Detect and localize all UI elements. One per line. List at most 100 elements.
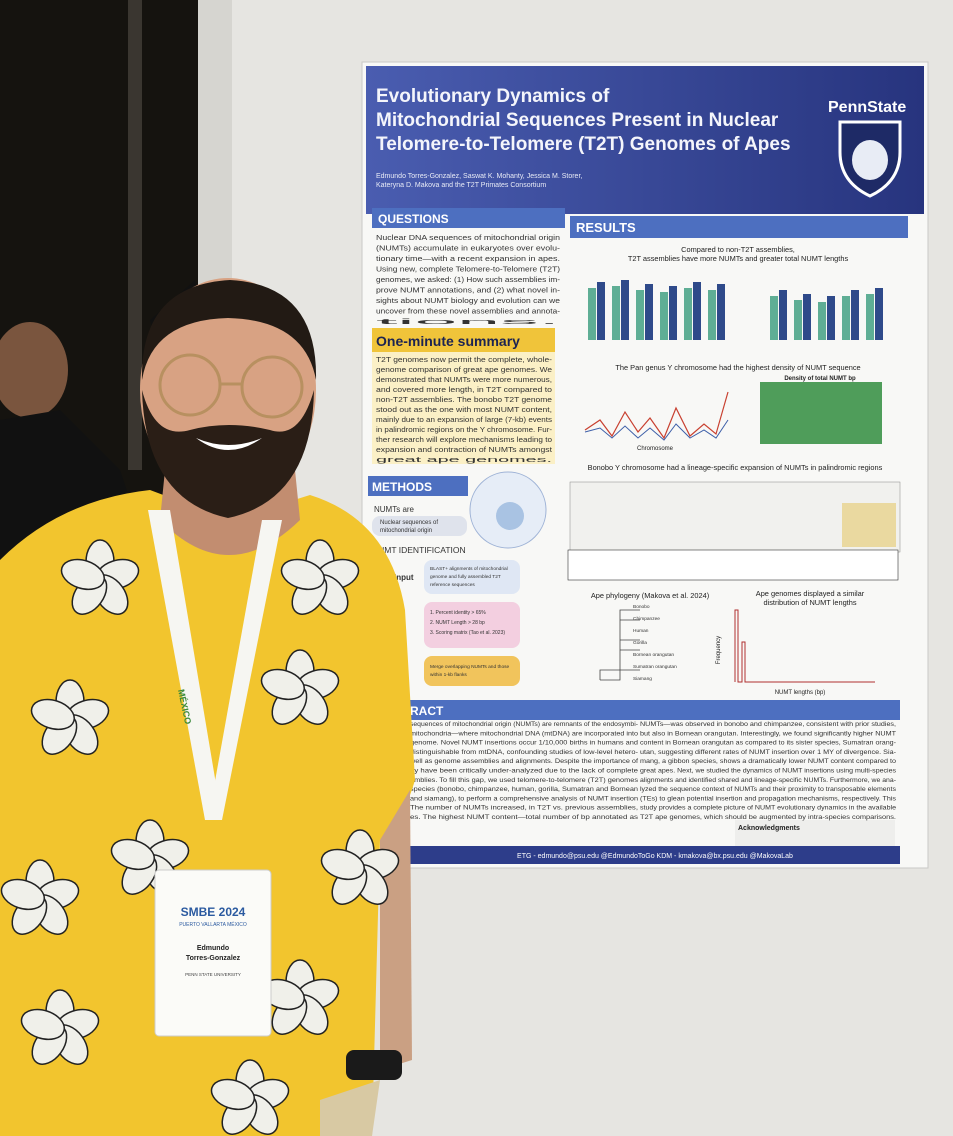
body-text: mainly due to an expansion of large (7-k… [376, 415, 552, 424]
body-text: but also in Bornean orangutan. Interesti… [640, 730, 896, 737]
box-text: 2. NUMT Length > 28 bp [430, 620, 485, 626]
section-title: RACT [410, 704, 444, 718]
heatmap [760, 382, 882, 444]
section-bar [372, 700, 900, 720]
bar-image [866, 294, 874, 340]
badge-affiliation: PENN STATE UNIVERSITY [185, 972, 241, 977]
body-text: mang, a gibbon species, shows a dramatic… [640, 758, 896, 765]
footer-bar [410, 846, 900, 864]
axis-label: Frequency [716, 636, 722, 664]
section-title: METHODS [372, 480, 432, 494]
body-text: Using new, complete Telomere-to-Telomere… [376, 265, 561, 274]
lanyard [148, 510, 222, 820]
summary-box [372, 352, 555, 464]
body-text: demonstrated that NUMTs were more numero… [376, 375, 552, 384]
badge-name: Edmundo [197, 945, 229, 952]
bar-image [875, 288, 883, 340]
authors: Edmundo Torres-Gonzalez, Saswat K. Mohan… [376, 173, 582, 180]
histogram-image [734, 609, 875, 683]
flower-petal [110, 838, 155, 871]
background-person [0, 322, 68, 418]
bar-image [708, 290, 716, 340]
body-text: and siamang), to perform a comprehensive… [410, 795, 639, 802]
body-text: non-T2T assemblies. The bonobo T2T genom… [376, 395, 552, 404]
body-text: species (bonobo, chimpanzee, human, gori… [410, 786, 639, 793]
species-label: Chimpanzee [633, 616, 660, 622]
flower-petal [30, 698, 75, 731]
bar-image [818, 302, 826, 340]
body-text: stood out as the one with most NUMT cont… [376, 405, 552, 414]
alignment-image [842, 503, 896, 547]
badge-name: Torres-Gonzalez [186, 955, 241, 962]
chart-title: Bonobo Y chromosome had a lineage-specif… [588, 463, 883, 472]
chart-title: The Pan genus Y chromosome had the highe… [615, 363, 860, 372]
box-text: Merge overlapping NUMTs and those [430, 664, 510, 670]
section-bar [372, 208, 565, 228]
bar-image [588, 288, 596, 340]
bar-image [770, 296, 778, 340]
bar-image [779, 290, 787, 340]
body-text: tions. [376, 317, 560, 326]
chart-title: Ape genomes displayed a similar [756, 589, 865, 598]
bar-image [669, 286, 677, 340]
shirt-pattern [0, 539, 400, 1135]
body-text: NUMTs are [374, 505, 415, 514]
body-text: emblies. To fill this gap, we used telom… [410, 777, 638, 784]
body-text: Nuclear DNA sequences of mitochondrial o… [376, 233, 560, 242]
body-text: utan, suggesting different rates of NUMT… [640, 749, 896, 756]
body-text: sights about NUMT biology and evolution … [376, 296, 560, 305]
chart-title: Ape phylogeny (Makova et al. 2024) [591, 591, 709, 600]
bar-image [645, 284, 653, 340]
label: Acknowledgments [738, 825, 800, 832]
species-label: Bornean orangutan [633, 652, 674, 658]
door-frame [128, 0, 142, 470]
box-text: reference sequences [430, 582, 475, 588]
poster-header [366, 66, 924, 214]
section-bar [368, 476, 468, 496]
axis-label: NUMT lengths (bp) [775, 690, 826, 696]
body-text: lyzed the sequence context of NUMTs and … [640, 786, 896, 793]
body-text: sequences of mitochondrial origin (NUMTs… [410, 721, 638, 728]
body-text: study provides a complete picture of NUM… [640, 805, 896, 812]
authors: Kateryna D. Makova and the T2T Primates … [376, 182, 546, 189]
bar-image [612, 286, 620, 340]
definition-box [372, 516, 467, 536]
body-text: The number of NUMTs increased, in T2T vs… [410, 805, 638, 812]
body-text: ther research will explore mechanisms le… [376, 435, 552, 444]
body-text: (NUMTs) accumulate in eukaryotes over ev… [376, 244, 561, 253]
body-text: well as genome assemblies and alignments… [409, 758, 638, 765]
subheading: NUMT IDENTIFICATION [372, 545, 466, 555]
box-text: 1. Percent identity > 65% [430, 610, 486, 616]
body-text: in palindromic regions on the Y chromoso… [376, 425, 553, 434]
body-text: great apes. Next, we studied the dynamic… [640, 768, 896, 775]
box-text: Nuclear sequences of [380, 520, 438, 526]
body-text: (TEs) to glean potential insertion and p… [640, 795, 896, 802]
phylogeny-tree [599, 609, 640, 681]
chart-title: T2T assemblies have more NUMTs and great… [628, 254, 849, 263]
nucleus [496, 502, 524, 530]
bar-image [794, 300, 802, 340]
badge-subtitle: PUERTO VALLARTA MÉXICO [179, 921, 247, 928]
species-label: Human [633, 628, 649, 634]
body-text: NUMTs—was observed in bonobo and chimpan… [640, 721, 896, 728]
hair [141, 280, 317, 380]
beard [142, 390, 314, 518]
flower-petal [20, 1008, 65, 1041]
bar-image [597, 282, 605, 340]
badge-title: SMBE 2024 [181, 905, 246, 919]
species-label: Gorilla [633, 640, 647, 646]
species-label: Sumatran orangutan [633, 664, 677, 670]
box-text: BLAST+ alignments of mitochondrial [430, 566, 508, 572]
body-text: genomes, we asked: (1) How such assembli… [376, 275, 560, 284]
poster-title: Evolutionary Dynamics of [376, 86, 610, 107]
lion-icon [852, 140, 888, 180]
bar-image [621, 280, 629, 340]
flower-petal [0, 878, 45, 911]
glasses [240, 355, 304, 419]
bar-image [842, 296, 850, 340]
chart-label: Density of total NUMT bp [784, 376, 856, 382]
body-text: distinguishable from mtDNA, confounding … [410, 749, 638, 756]
bar-chart-image [588, 280, 883, 340]
box-text: mitochondrial origin [380, 528, 432, 534]
